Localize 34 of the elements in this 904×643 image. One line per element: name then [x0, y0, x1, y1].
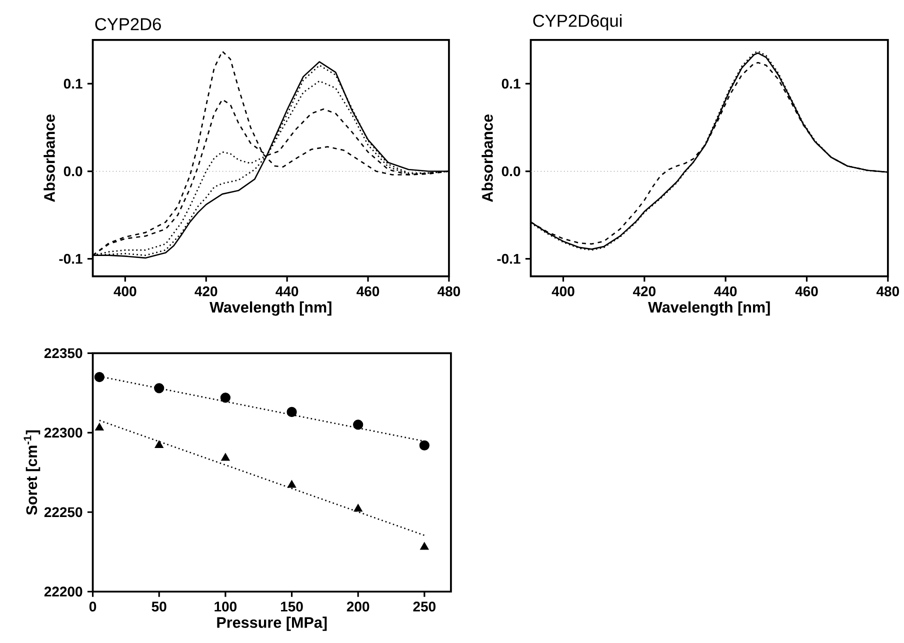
x-tick-label: 400: [114, 286, 136, 297]
chart-title: CYP2D6qui: [533, 14, 622, 31]
y-tick-label: -0.1: [497, 254, 520, 264]
x-tick-label: 480: [876, 286, 899, 297]
x-tick-label: 420: [632, 286, 656, 297]
y-tick-label: 0.1: [502, 79, 520, 89]
x-axis-title: Wavelength [nm]: [210, 302, 332, 316]
x-tick-label: 480: [438, 286, 460, 297]
x-tick-label: 250: [413, 602, 436, 612]
x-tick-label: 440: [276, 286, 298, 297]
x-tick-label: 0: [89, 602, 96, 612]
y-tick-label: 22250: [44, 507, 82, 518]
y-tick-label: 0.1: [64, 79, 82, 89]
x-axis-title: Wavelength [nm]: [648, 302, 770, 316]
y-tick-label: 22350: [44, 348, 82, 358]
y-tick-label: 0.0: [64, 166, 82, 176]
x-tick-label: 50: [152, 602, 166, 612]
x-tick-label: 100: [214, 602, 237, 612]
x-tick-label: 440: [714, 286, 737, 297]
x-tick-label: 200: [346, 602, 370, 612]
x-tick-label: 420: [194, 286, 218, 297]
y-axis-title: Absorbance: [482, 114, 493, 202]
y-tick-label: 22300: [44, 428, 82, 438]
x-tick-label: 150: [280, 602, 303, 612]
y-tick-label: 22200: [44, 586, 82, 597]
y-axis-title: Absorbance: [44, 114, 55, 202]
x-tick-label: 460: [795, 286, 818, 297]
y-axis-title: Soret [cm$^{-1}$]: [24, 430, 40, 516]
y-tick-label: 0.0: [502, 166, 520, 176]
x-axis-title: Pressure [MPa]: [217, 616, 327, 632]
x-tick-label: 460: [356, 286, 380, 297]
x-tick-label: 400: [552, 286, 574, 297]
y-tick-label: -0.1: [59, 254, 82, 264]
chart-title: CYP2D6: [95, 18, 161, 31]
